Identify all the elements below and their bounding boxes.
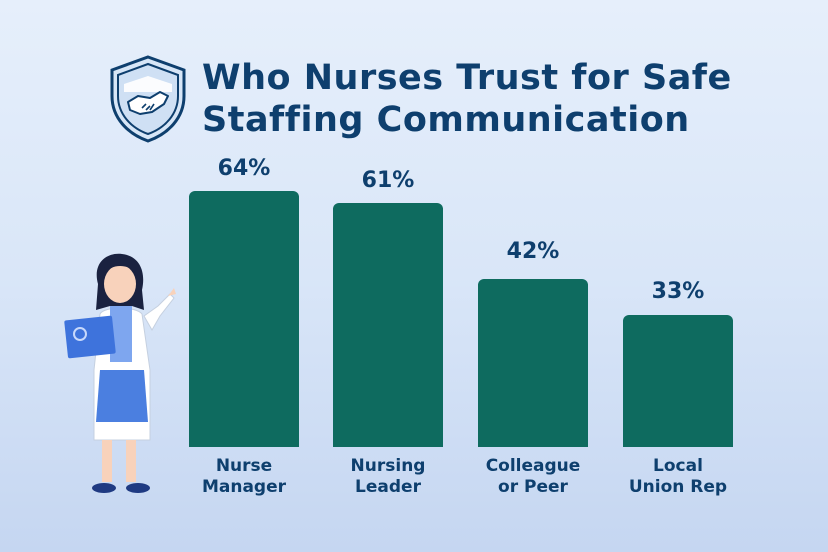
title-line-2: Staffing Communication [202, 100, 690, 140]
bar-label-colleague-or-peer: Colleague or Peer [485, 456, 581, 497]
title-block: Who Nurses Trust for Safe Staffing Commu… [108, 54, 732, 144]
chart-title: Who Nurses Trust for Safe Staffing Commu… [202, 57, 732, 141]
bar-value-local-union-rep: 33% [651, 279, 705, 304]
bar-value-nursing-leader: 61% [361, 168, 415, 193]
nurse-illustration [64, 253, 176, 493]
title-line-1: Who Nurses Trust for Safe [202, 58, 732, 98]
bar-label-local-union-rep: Local Union Rep [628, 456, 728, 497]
bar-label-nursing-leader: Nursing Leader [350, 456, 426, 497]
shield-handshake-icon [110, 55, 186, 143]
bar-nursing-leader [333, 203, 443, 447]
bar-nurse-manager [189, 191, 299, 447]
bar-local-union-rep [623, 315, 733, 447]
bar-colleague-or-peer [478, 279, 588, 447]
bar-value-colleague-or-peer: 42% [506, 239, 560, 264]
bar-value-nurse-manager: 64% [217, 156, 271, 181]
bar-label-nurse-manager: Nurse Manager [201, 456, 287, 497]
